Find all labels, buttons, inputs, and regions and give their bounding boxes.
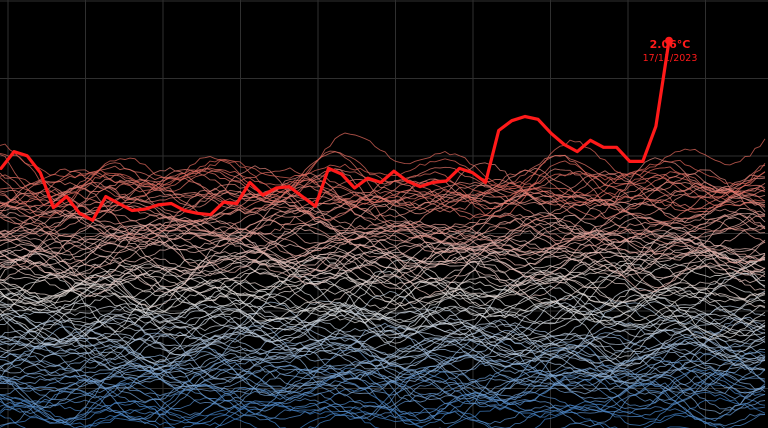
background-series-line [0, 395, 719, 428]
background-series-line [0, 343, 766, 424]
background-series-line [0, 322, 766, 380]
background-series-line [0, 175, 766, 220]
background-series-line [0, 412, 690, 428]
background-series-line [0, 169, 766, 212]
background-series-line [0, 132, 766, 197]
background-series-line [0, 290, 766, 357]
background-series-line [0, 364, 766, 401]
background-series-line [0, 381, 766, 428]
background-series-line [0, 167, 766, 209]
background-series-line [0, 270, 766, 306]
background-series-line [0, 335, 766, 388]
background-series-line [0, 223, 766, 297]
background-series-line [0, 277, 766, 339]
background-series-line [0, 207, 766, 241]
background-series-line [0, 326, 766, 395]
background-series-line [0, 152, 766, 191]
background-series-line [0, 243, 766, 272]
background-series-line [0, 279, 766, 336]
background-series-line [0, 383, 766, 427]
background-series-line [0, 313, 766, 356]
background-series-line [0, 277, 766, 359]
background-series-line [0, 370, 766, 405]
background-series-line [0, 150, 766, 218]
background-series-line [0, 351, 766, 415]
highlight-series-line [0, 39, 671, 222]
background-series-line [0, 247, 766, 299]
highlight-series [0, 36, 673, 222]
annotation-date: 17/11/2023 [643, 53, 698, 64]
background-series-line [0, 231, 766, 281]
background-series-line [0, 212, 766, 270]
background-series-line [0, 325, 766, 371]
background-series-line [0, 212, 766, 265]
background-series-line [0, 253, 766, 308]
background-series-line [0, 212, 766, 273]
background-series-line [0, 235, 766, 309]
background-series-line [0, 335, 766, 378]
background-series-line [0, 329, 766, 378]
background-series-line [0, 222, 766, 262]
background-series-line [0, 301, 766, 370]
background-series-line [0, 201, 766, 242]
background-series-line [0, 296, 766, 347]
background-series-line [0, 339, 766, 375]
background-series-line [0, 214, 766, 275]
background-series-line [0, 257, 766, 312]
background-series-line [0, 226, 766, 293]
background-series-line [0, 166, 766, 222]
background-series-line [0, 276, 766, 341]
background-series-line [0, 236, 766, 272]
background-series-line [0, 179, 766, 224]
background-series [0, 132, 766, 428]
background-series-line [0, 201, 766, 239]
annotation-value: 2.06°C [650, 38, 691, 51]
background-series-line [0, 202, 766, 243]
background-series-line [0, 290, 766, 347]
background-series-line [0, 397, 766, 428]
background-series-line [0, 238, 766, 288]
background-series-line [0, 224, 766, 293]
background-series-line [0, 167, 766, 208]
highlight-end-point [665, 36, 673, 45]
background-series-line [0, 162, 766, 220]
background-series-line [0, 351, 766, 417]
background-series-line [0, 301, 766, 364]
background-series-line [0, 203, 766, 269]
background-series-line [0, 368, 766, 411]
background-series-line [0, 230, 766, 278]
background-series-line [0, 264, 766, 321]
